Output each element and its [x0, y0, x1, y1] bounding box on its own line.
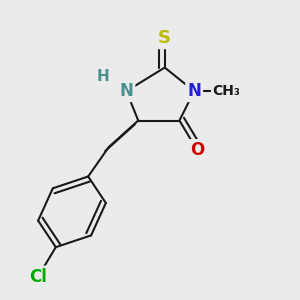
Text: Cl: Cl [29, 268, 47, 286]
Text: CH₃: CH₃ [213, 84, 241, 98]
Text: N: N [119, 82, 134, 100]
Text: H: H [97, 69, 109, 84]
Text: S: S [158, 29, 171, 47]
Text: N: N [187, 82, 201, 100]
Text: H: H [97, 69, 109, 84]
Text: O: O [190, 141, 204, 159]
